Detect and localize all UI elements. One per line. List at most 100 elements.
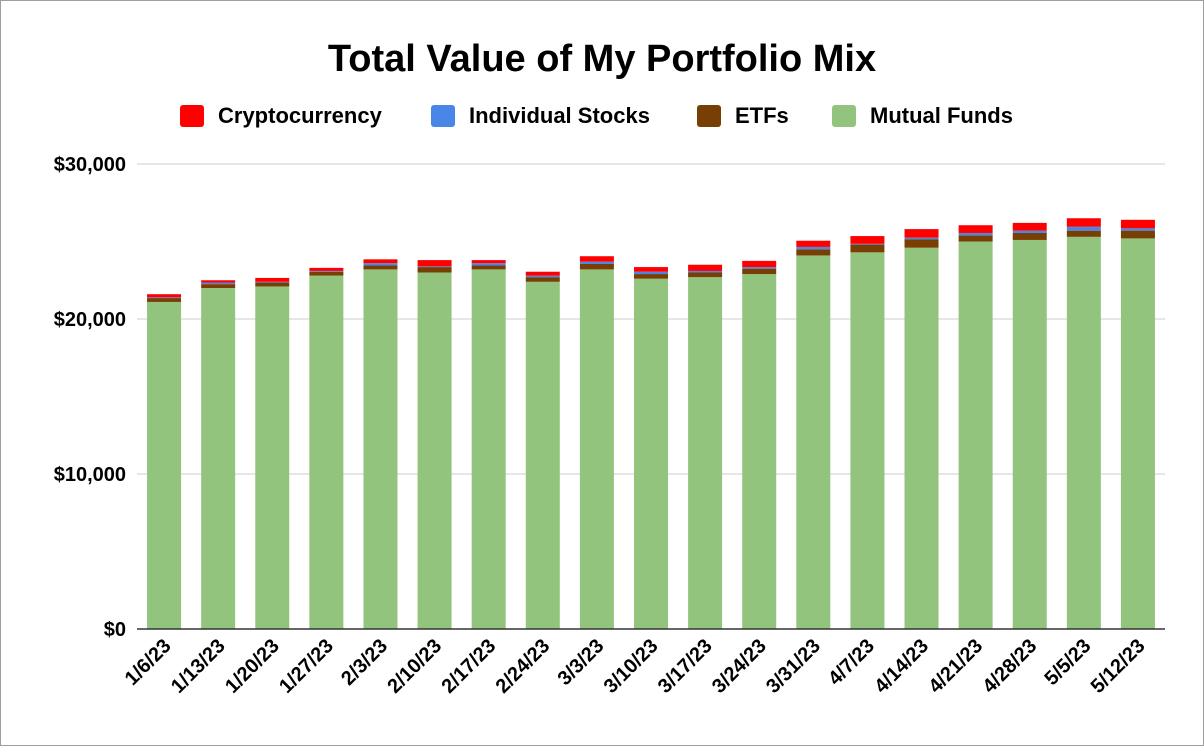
bar-etfs xyxy=(1120,230,1155,239)
x-tick-label: 4/21/23 xyxy=(924,635,987,698)
bar-mutual-funds xyxy=(417,272,452,629)
bar-individual-stocks xyxy=(958,232,993,236)
legend-label-mutual-funds: Mutual Funds xyxy=(870,103,1013,128)
bar-mutual-funds xyxy=(1012,239,1047,629)
legend-label-individual-stocks: Individual Stocks xyxy=(469,103,650,128)
bar-cryptocurrency xyxy=(309,267,344,271)
bar-etfs xyxy=(796,249,831,256)
bar-mutual-funds xyxy=(796,255,831,629)
bar-individual-stocks xyxy=(147,297,182,299)
legend-label-etfs: ETFs xyxy=(735,103,789,128)
bar-individual-stocks xyxy=(1012,230,1047,233)
bar-mutual-funds xyxy=(309,275,344,629)
bar-cryptocurrency xyxy=(904,229,939,238)
x-axis-ticks: 1/6/231/13/231/20/231/27/23 2/3/232/10/23… xyxy=(121,635,1150,698)
bar-mutual-funds xyxy=(958,241,993,629)
bar-cryptocurrency xyxy=(958,225,993,233)
bar-mutual-funds xyxy=(634,278,668,629)
bar-etfs xyxy=(309,271,344,276)
y-tick-label: $30,000 xyxy=(54,154,126,176)
bar-cryptocurrency xyxy=(850,236,885,244)
x-tick-label: 4/14/23 xyxy=(870,635,933,698)
bar-individual-stocks xyxy=(255,281,290,283)
bar-mutual-funds xyxy=(1120,238,1155,629)
y-axis-ticks: $0 $10,000 $20,000 $30,000 xyxy=(54,154,126,641)
x-tick-label: 1/20/23 xyxy=(221,635,284,698)
y-tick-label: $0 xyxy=(104,619,126,641)
legend-swatch-mutual-funds xyxy=(832,105,856,127)
legend: Cryptocurrency Individual Stocks ETFs Mutua… xyxy=(180,103,1013,128)
bar-individual-stocks xyxy=(634,271,668,275)
chart-title: Total Value of My Portfolio Mix xyxy=(328,38,876,80)
bar-mutual-funds xyxy=(255,286,290,629)
x-tick-label: 3/24/23 xyxy=(708,635,771,698)
bar-etfs xyxy=(525,277,560,282)
bar-individual-stocks xyxy=(796,246,831,250)
bar-cryptocurrency xyxy=(742,260,777,268)
bar-etfs xyxy=(201,284,236,288)
bar-etfs xyxy=(255,282,290,287)
bar-individual-stocks xyxy=(525,275,560,278)
bar-individual-stocks xyxy=(1120,228,1155,231)
bar-individual-stocks xyxy=(1066,226,1101,231)
bar-etfs xyxy=(1066,230,1101,237)
bar-etfs xyxy=(850,244,885,253)
bar-mutual-funds xyxy=(201,288,236,629)
bar-mutual-funds xyxy=(742,274,777,629)
legend-swatch-etfs xyxy=(697,105,721,127)
bar-cryptocurrency xyxy=(688,264,723,271)
bar-mutual-funds xyxy=(471,269,506,629)
x-tick-label: 4/28/23 xyxy=(979,635,1042,698)
bar-mutual-funds xyxy=(850,252,885,629)
x-tick-label: 3/17/23 xyxy=(654,635,717,698)
x-tick-label: 1/27/23 xyxy=(275,635,338,698)
bar-etfs xyxy=(363,265,398,270)
bar-etfs xyxy=(147,298,182,302)
x-tick-label: 5/12/23 xyxy=(1087,635,1150,698)
bar-cryptocurrency xyxy=(255,277,290,282)
bar-cryptocurrency xyxy=(579,256,614,262)
bar-cryptocurrency xyxy=(525,271,560,276)
bar-cryptocurrency xyxy=(796,240,831,247)
bar-etfs xyxy=(417,267,452,273)
bar-etfs xyxy=(471,265,506,270)
x-tick-label: 2/17/23 xyxy=(437,635,500,698)
legend-label-cryptocurrency: Cryptocurrency xyxy=(218,103,383,128)
bar-etfs xyxy=(634,274,668,279)
bar-individual-stocks xyxy=(742,267,777,269)
bar-individual-stocks xyxy=(850,243,885,245)
bar-etfs xyxy=(688,272,723,278)
x-tick-label: 1/13/23 xyxy=(167,635,230,698)
bar-etfs xyxy=(904,239,939,248)
bar-cryptocurrency xyxy=(1120,219,1155,229)
y-tick-label: $10,000 xyxy=(54,464,126,486)
x-tick-label: 2/10/23 xyxy=(383,635,446,698)
x-tick-label: 3/31/23 xyxy=(762,635,825,698)
bars xyxy=(147,218,1155,629)
bar-mutual-funds xyxy=(147,301,182,629)
bar-cryptocurrency xyxy=(634,267,668,272)
bar-individual-stocks xyxy=(201,282,236,285)
bar-mutual-funds xyxy=(1066,236,1101,629)
bar-cryptocurrency xyxy=(417,260,452,267)
bar-individual-stocks xyxy=(363,263,398,266)
legend-swatch-individual-stocks xyxy=(431,105,455,127)
bar-cryptocurrency xyxy=(201,280,236,283)
bar-individual-stocks xyxy=(471,263,506,266)
bar-cryptocurrency xyxy=(1012,222,1047,231)
bar-etfs xyxy=(742,268,777,275)
bar-individual-stocks xyxy=(417,266,452,268)
bar-mutual-funds xyxy=(579,269,614,629)
bar-individual-stocks xyxy=(688,270,723,273)
bar-cryptocurrency xyxy=(147,294,182,298)
bar-etfs xyxy=(958,235,993,242)
bar-mutual-funds xyxy=(525,281,560,629)
x-tick-label: 2/24/23 xyxy=(492,635,555,698)
bar-individual-stocks xyxy=(904,237,939,240)
bar-etfs xyxy=(1012,232,1047,240)
bar-mutual-funds xyxy=(688,277,723,629)
bar-etfs xyxy=(579,263,614,270)
bar-individual-stocks xyxy=(309,270,344,272)
bar-individual-stocks xyxy=(579,261,614,264)
